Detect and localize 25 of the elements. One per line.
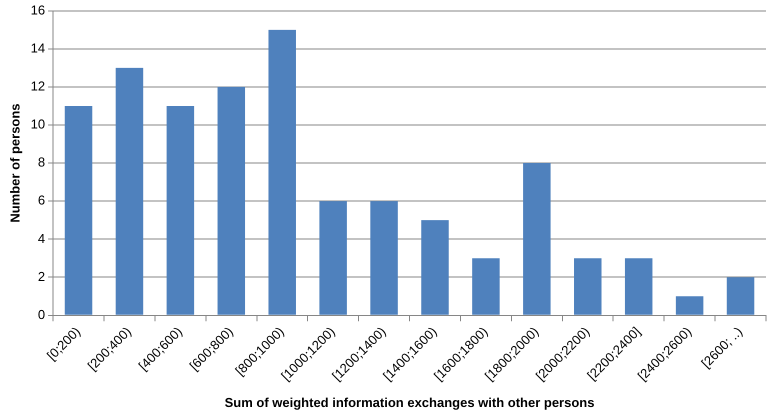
y-tick-label: 10 [30,116,46,132]
y-tick-label: 14 [30,40,46,56]
bar [64,106,92,315]
bar [319,201,347,315]
bar [472,258,500,315]
bar [218,86,246,315]
y-tick-label: 4 [38,230,46,246]
y-tick-label: 0 [38,306,46,322]
y-axis-title: Number of persons [7,103,22,223]
y-tick-label: 2 [38,268,46,284]
y-tick-label: 16 [30,2,46,18]
bar [268,30,296,315]
x-axis-title: Sum of weighted information exchanges with other persons [224,394,594,410]
bar [421,220,449,315]
bar [726,277,754,315]
y-tick-label: 12 [30,78,46,94]
y-tick-label: 8 [38,154,46,170]
bar [523,163,551,315]
y-tick-label: 6 [38,192,46,208]
bar [370,201,398,315]
bar [624,258,652,315]
bar [166,106,194,315]
bar [676,296,704,315]
bar [574,258,602,315]
bar [116,68,144,315]
